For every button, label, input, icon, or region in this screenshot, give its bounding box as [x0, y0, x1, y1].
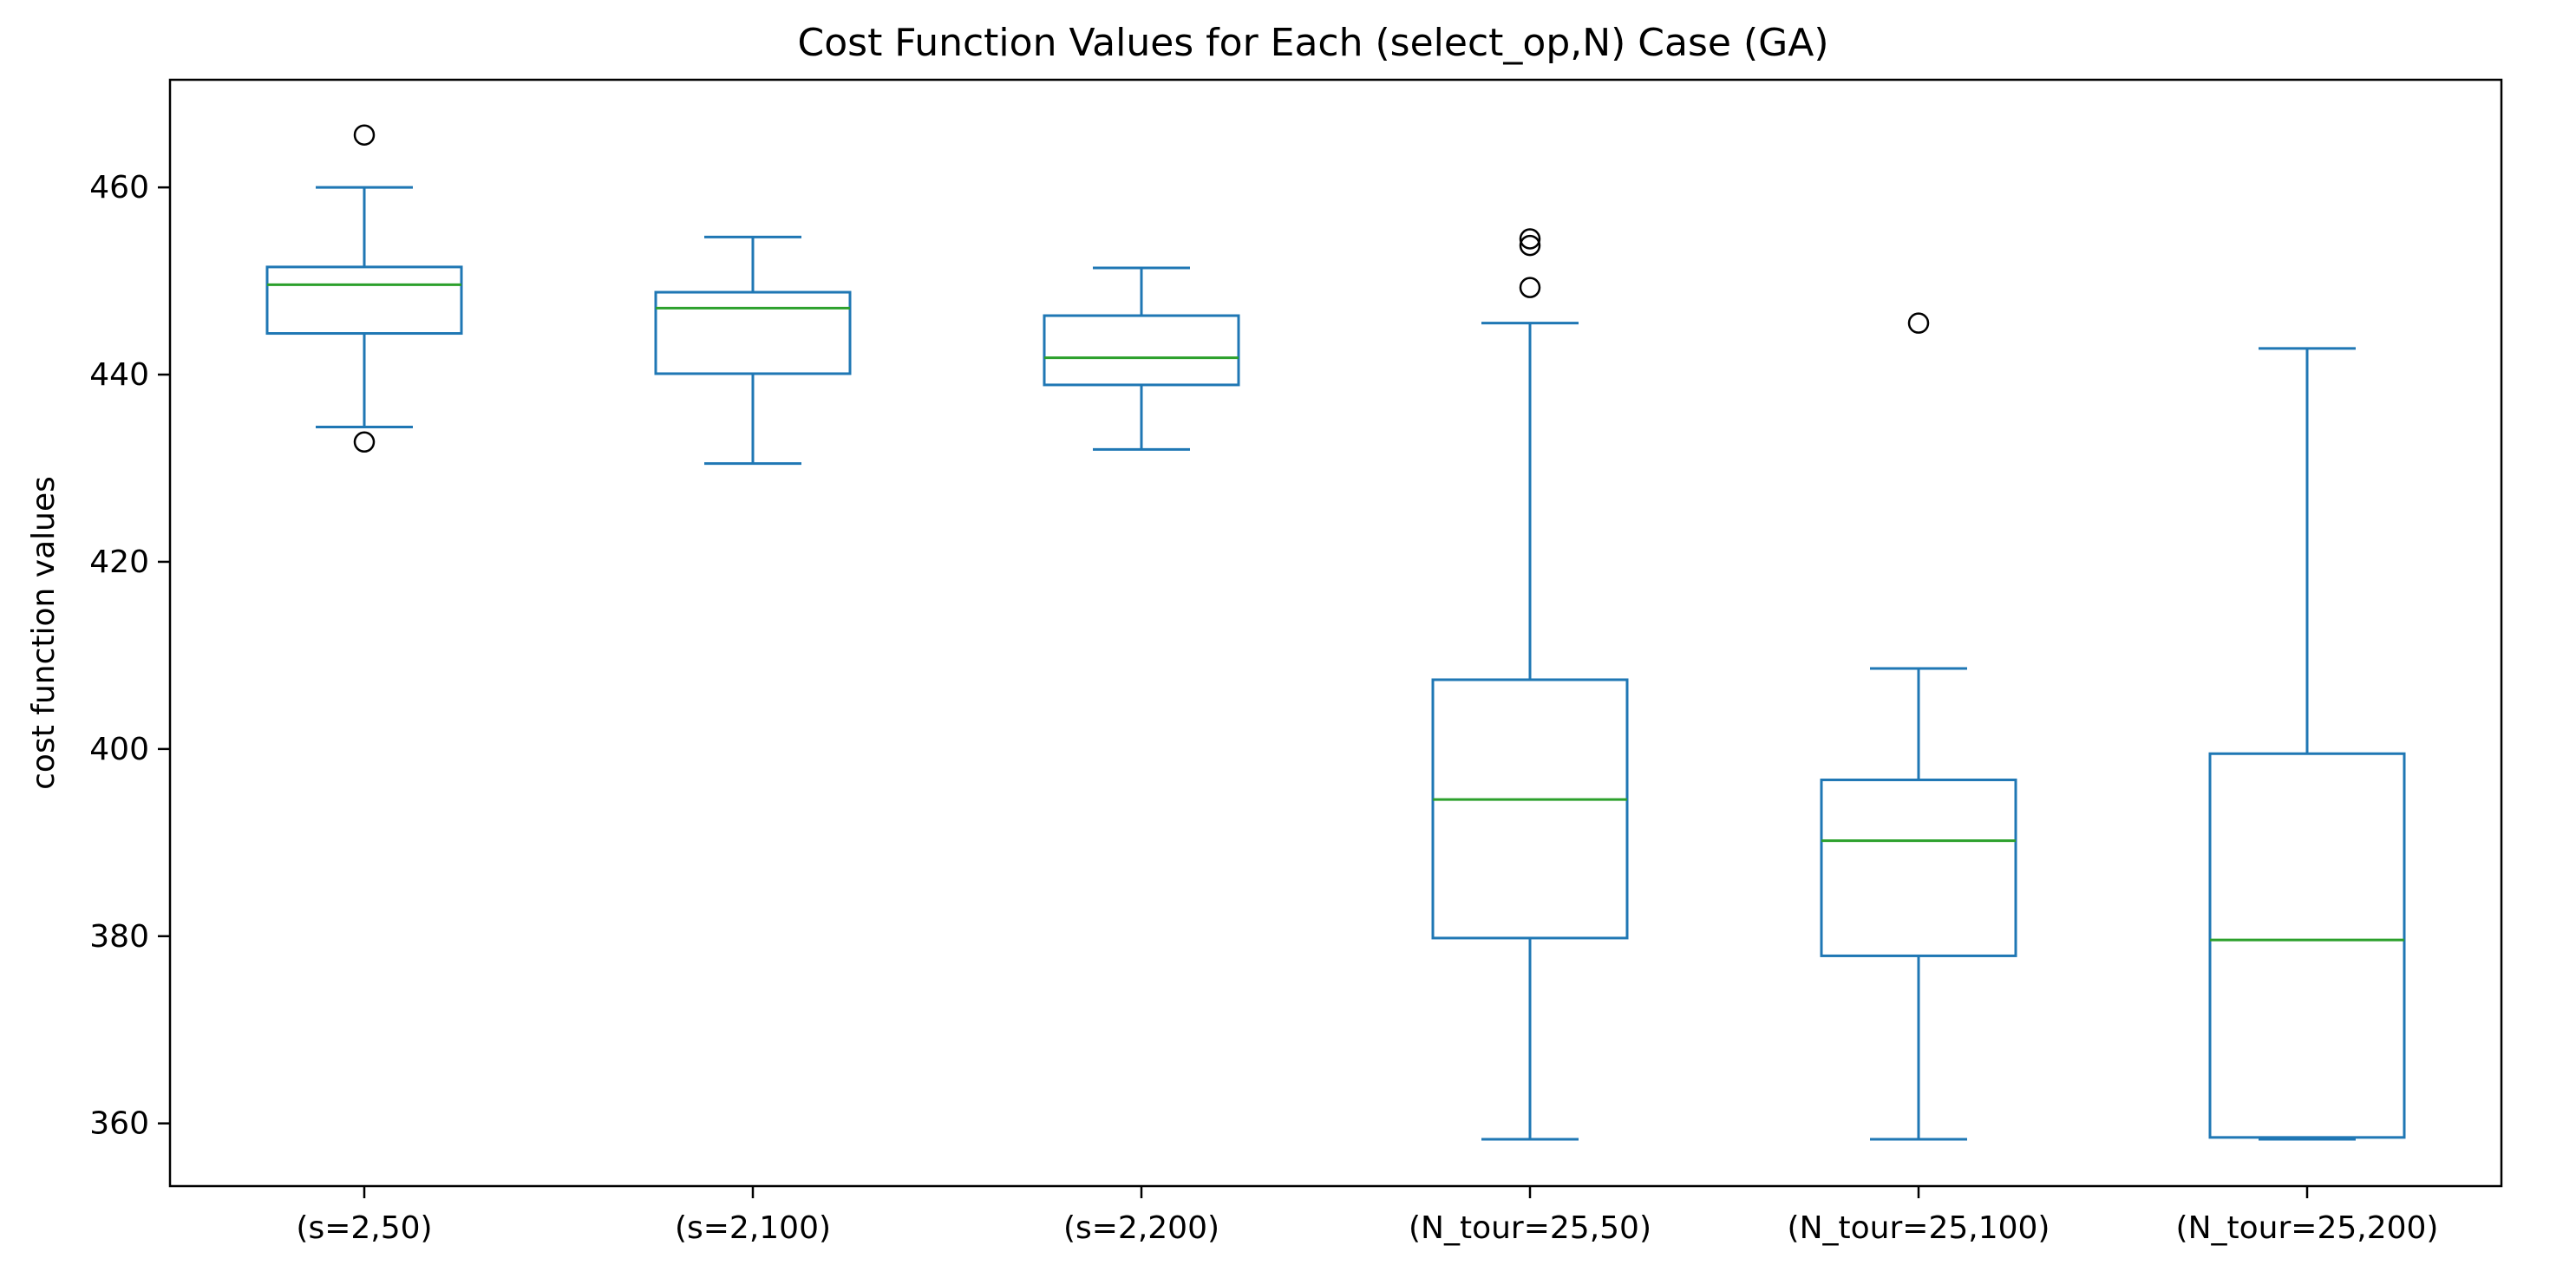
outlier-point: [353, 431, 376, 453]
outlier-point: [1907, 312, 1930, 334]
y-tick-label: 440: [89, 357, 149, 393]
box: [1820, 778, 2017, 957]
outlier-point: [1519, 228, 1541, 250]
box: [654, 290, 852, 375]
y-tick-label: 360: [89, 1106, 149, 1142]
y-axis-label: cost function values: [26, 476, 62, 790]
x-tick-label: (s=2,50): [296, 1210, 432, 1246]
x-tick-label: (N_tour=25,50): [1409, 1210, 1651, 1246]
x-tick-label: (s=2,200): [1063, 1210, 1219, 1246]
box: [1431, 678, 1629, 940]
y-tick-label: 460: [89, 170, 149, 205]
axes-frame: [168, 78, 2503, 1188]
outlier-point: [353, 124, 376, 146]
box: [265, 265, 463, 336]
y-tick-label: 400: [89, 732, 149, 767]
x-tick-label: (N_tour=25,100): [1788, 1210, 2050, 1246]
x-tick-label: (s=2,100): [675, 1210, 831, 1246]
outlier-point: [1519, 277, 1541, 298]
box: [2208, 752, 2406, 1139]
outlier-point: [1519, 234, 1541, 257]
y-tick-label: 380: [89, 919, 149, 955]
plot-area: 360 380 400 420 440 460 (s=2,50) (s=2,100) (s=2,…: [89, 124, 2439, 1246]
chart-title: Cost Function Values for Each (select_op…: [798, 21, 1829, 65]
box: [1043, 314, 1240, 387]
y-tick-label: 420: [89, 544, 149, 580]
x-tick-label: (N_tour=25,200): [2176, 1210, 2439, 1246]
